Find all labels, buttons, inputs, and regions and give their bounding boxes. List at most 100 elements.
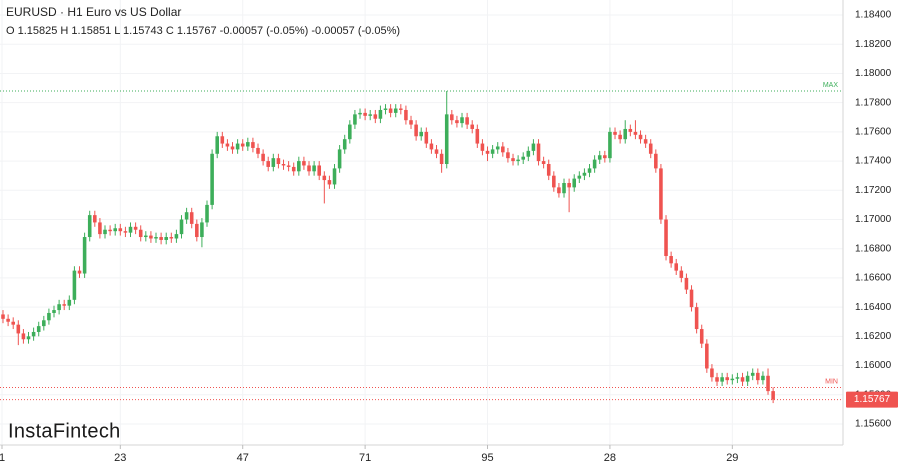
candle-body — [189, 212, 194, 224]
candle-body — [358, 112, 362, 115]
candle-body — [531, 143, 536, 151]
candle-body — [541, 161, 546, 165]
candle-body — [337, 149, 342, 169]
candle-body — [664, 219, 668, 257]
candle-body — [745, 375, 750, 382]
candle-body — [501, 146, 505, 153]
candle-body — [174, 234, 179, 239]
y-tick-label: 1.16200 — [855, 331, 892, 342]
candle-body — [582, 172, 587, 176]
candle-body — [164, 237, 168, 240]
candle-body — [735, 377, 740, 379]
candle-body — [123, 231, 128, 233]
candle-body — [643, 139, 648, 144]
candle-body — [434, 149, 439, 154]
candle-body — [368, 114, 373, 116]
last-price-tag — [846, 391, 898, 408]
candle-body — [455, 120, 459, 124]
y-tick-label: 1.16000 — [855, 360, 892, 371]
candle-body — [771, 391, 775, 400]
candle-body — [470, 124, 475, 129]
candle-body — [552, 175, 556, 188]
candle-body — [587, 168, 592, 173]
candle-body — [57, 304, 61, 311]
x-tick-label: 28 — [604, 452, 616, 464]
candle-body — [6, 318, 10, 322]
candle-body — [699, 329, 704, 344]
candle-body — [750, 372, 755, 376]
candle-body — [393, 108, 398, 113]
candle-body — [378, 109, 383, 119]
candle-body — [460, 117, 464, 124]
candle-body — [113, 228, 117, 232]
candle-body — [47, 312, 51, 321]
candle-body — [439, 153, 444, 165]
candle-body — [521, 156, 526, 160]
candle-body — [628, 128, 633, 132]
candle-body — [128, 226, 133, 233]
candle-body — [715, 377, 719, 382]
candle-body — [82, 237, 87, 274]
candle-body — [240, 143, 245, 147]
candle-body — [62, 304, 66, 306]
candle-body — [388, 108, 393, 113]
candle-body — [251, 142, 255, 148]
candle-body — [210, 153, 214, 205]
ohlc-legend: O 1.15825 H 1.15851 L 1.15743 C 1.15767 … — [6, 25, 400, 37]
candle-body — [562, 182, 566, 194]
candle-body — [215, 136, 219, 154]
candle-body — [490, 149, 495, 154]
x-tick-label: 29 — [726, 452, 738, 464]
max-label: MAX — [823, 82, 839, 89]
candle-body — [623, 128, 628, 140]
candle-body — [52, 310, 56, 313]
candle-body — [312, 165, 316, 172]
candle-body — [603, 155, 607, 159]
candle-body — [536, 143, 541, 162]
last-price-label: 1.15767 — [854, 394, 891, 405]
candle-body — [684, 277, 689, 290]
candle-body — [205, 204, 209, 223]
candle-body — [138, 229, 143, 238]
candle-body — [669, 256, 673, 264]
candle-body — [450, 114, 454, 121]
candle-body — [220, 136, 225, 144]
candle-body — [225, 143, 230, 147]
candle-body — [93, 215, 97, 223]
candle-body — [266, 161, 271, 167]
candle-body — [286, 165, 291, 167]
chart-title: EURUSD · H1 Euro vs US Dollar — [6, 5, 181, 19]
candle-body — [511, 158, 515, 162]
candle-body — [465, 117, 469, 125]
candle-body — [756, 372, 760, 381]
candle-body — [404, 109, 408, 121]
candle-body — [710, 368, 714, 378]
candle-body — [1, 314, 5, 319]
candle-body — [67, 299, 72, 306]
x-tick-label: 95 — [481, 452, 493, 464]
candle-body — [730, 378, 735, 381]
min-label: MIN — [825, 378, 838, 385]
candle-body — [516, 159, 520, 162]
y-tick-label: 1.17600 — [855, 127, 892, 138]
candle-body — [26, 336, 31, 340]
candle-body — [597, 155, 602, 160]
x-tick-label: 71 — [359, 452, 371, 464]
candle-body — [419, 131, 424, 137]
candle-body — [674, 263, 679, 271]
y-tick-label: 1.18200 — [855, 39, 892, 50]
y-tick-label: 1.17000 — [855, 214, 892, 225]
candle-body — [633, 131, 638, 135]
candle-body — [16, 324, 21, 334]
candle-body — [414, 124, 418, 137]
candle-body — [444, 114, 449, 165]
candle-body — [725, 377, 730, 381]
brand-logo: InstaFintech — [8, 420, 121, 442]
candle-body — [654, 153, 658, 169]
y-tick-label: 1.17200 — [855, 185, 892, 196]
candle-body — [21, 333, 26, 340]
candle-body — [342, 139, 347, 150]
y-tick-label: 1.18000 — [855, 68, 892, 79]
candle-body — [195, 223, 199, 238]
candle-body — [526, 150, 531, 157]
